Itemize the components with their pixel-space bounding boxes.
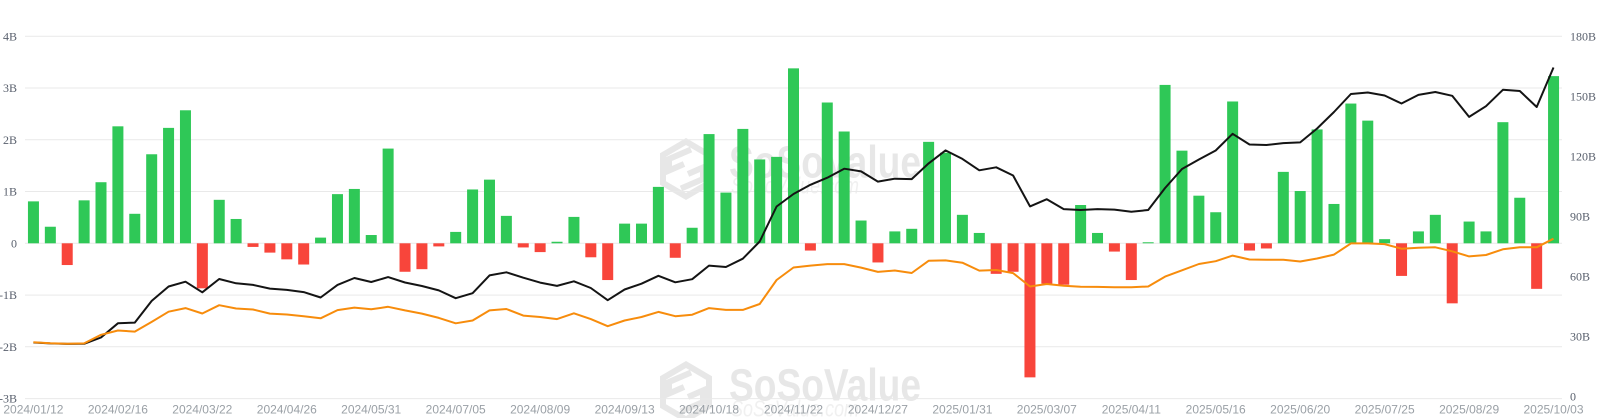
svg-text:1B: 1B — [3, 185, 17, 199]
svg-text:180B: 180B — [1570, 29, 1596, 43]
svg-text:120B: 120B — [1570, 149, 1596, 163]
svg-text:2025/03/07: 2025/03/07 — [1017, 403, 1077, 417]
svg-text:30B: 30B — [1570, 330, 1590, 344]
svg-text:-1B: -1B — [0, 288, 17, 302]
svg-text:2024/02/16: 2024/02/16 — [88, 403, 148, 417]
svg-text:2025/06/20: 2025/06/20 — [1270, 403, 1330, 417]
svg-text:2024/09/13: 2024/09/13 — [595, 403, 655, 417]
svg-text:-2B: -2B — [0, 340, 17, 354]
svg-text:2025/05/16: 2025/05/16 — [1186, 403, 1246, 417]
svg-text:2025/08/29: 2025/08/29 — [1439, 403, 1499, 417]
svg-text:2025/01/31: 2025/01/31 — [932, 403, 992, 417]
svg-text:-3B: -3B — [0, 392, 17, 406]
svg-text:2024/04/26: 2024/04/26 — [257, 403, 317, 417]
svg-text:60B: 60B — [1570, 269, 1590, 283]
svg-text:2024/10/18: 2024/10/18 — [679, 403, 739, 417]
svg-text:0: 0 — [11, 236, 17, 250]
svg-text:2024/11/22: 2024/11/22 — [764, 403, 823, 417]
svg-text:2024/07/05: 2024/07/05 — [426, 403, 486, 417]
svg-text:SoSoValue: SoSoValue — [729, 360, 921, 411]
svg-text:2024/03/22: 2024/03/22 — [172, 403, 232, 417]
svg-text:2025/10/03: 2025/10/03 — [1523, 403, 1583, 417]
svg-text:2024/01/12: 2024/01/12 — [3, 403, 63, 417]
svg-text:150B: 150B — [1570, 89, 1596, 103]
svg-text:2B: 2B — [3, 133, 17, 147]
svg-text:2024/08/09: 2024/08/09 — [510, 403, 570, 417]
svg-text:90B: 90B — [1570, 209, 1590, 223]
svg-text:2025/07/25: 2025/07/25 — [1355, 403, 1415, 417]
svg-text:3B: 3B — [3, 81, 17, 95]
svg-text:2024/12/27: 2024/12/27 — [848, 403, 908, 417]
svg-text:2025/04/11: 2025/04/11 — [1102, 403, 1161, 417]
svg-text:4B: 4B — [3, 29, 17, 43]
svg-text:2024/05/31: 2024/05/31 — [341, 403, 401, 417]
svg-text:0: 0 — [1570, 390, 1576, 404]
svg-text:SoSoValue.com: SoSoValue.com — [731, 396, 859, 418]
